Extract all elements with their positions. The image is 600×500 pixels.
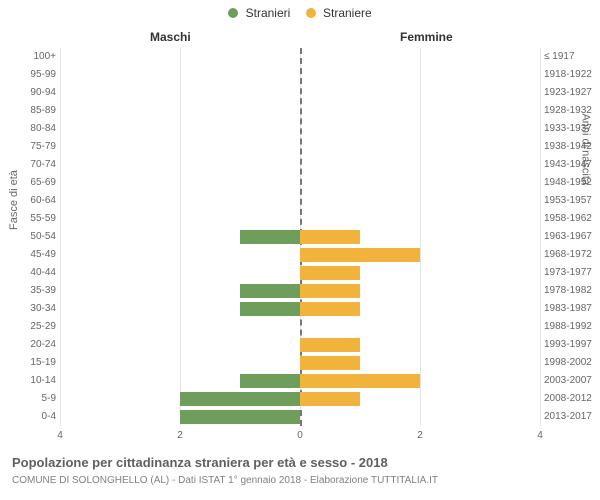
legend-item-male: Stranieri bbox=[228, 5, 290, 20]
bar-male bbox=[180, 392, 300, 406]
age-row: 40-441973-1977 bbox=[60, 264, 540, 282]
birth-year-label: 1923-1927 bbox=[544, 87, 598, 98]
bar-female bbox=[300, 356, 360, 370]
legend-item-female: Straniere bbox=[306, 5, 372, 20]
x-tick-label: 4 bbox=[537, 430, 543, 441]
birth-year-label: 1978-1982 bbox=[544, 285, 598, 296]
birth-year-label: 1928-1932 bbox=[544, 105, 598, 116]
gridline bbox=[540, 48, 541, 426]
age-label: 15-19 bbox=[20, 357, 56, 368]
birth-year-label: 2003-2007 bbox=[544, 375, 598, 386]
birth-year-label: 1938-1942 bbox=[544, 141, 598, 152]
birth-year-label: 1973-1977 bbox=[544, 267, 598, 278]
age-row: 75-791938-1942 bbox=[60, 138, 540, 156]
birth-year-label: 1988-1992 bbox=[544, 321, 598, 332]
birth-year-label: 1993-1997 bbox=[544, 339, 598, 350]
age-row: 70-741943-1947 bbox=[60, 156, 540, 174]
column-header-male: Maschi bbox=[150, 30, 191, 44]
age-label: 100+ bbox=[20, 51, 56, 62]
bar-male bbox=[240, 302, 300, 316]
age-row: 20-241993-1997 bbox=[60, 336, 540, 354]
bar-female bbox=[300, 392, 360, 406]
age-label: 35-39 bbox=[20, 285, 56, 296]
column-header-female: Femmine bbox=[400, 30, 453, 44]
age-row: 10-142003-2007 bbox=[60, 372, 540, 390]
age-label: 90-94 bbox=[20, 87, 56, 98]
age-label: 85-89 bbox=[20, 105, 56, 116]
birth-year-label: 1968-1972 bbox=[544, 249, 598, 260]
age-label: 60-64 bbox=[20, 195, 56, 206]
age-row: 80-841933-1937 bbox=[60, 120, 540, 138]
birth-year-label: 1918-1922 bbox=[544, 69, 598, 80]
birth-year-label: 1953-1957 bbox=[544, 195, 598, 206]
chart-title: Popolazione per cittadinanza straniera p… bbox=[12, 455, 388, 470]
age-label: 25-29 bbox=[20, 321, 56, 332]
bar-male bbox=[240, 230, 300, 244]
chart-subtitle: COMUNE DI SOLONGHELLO (AL) - Dati ISTAT … bbox=[12, 475, 438, 486]
birth-year-label: 1963-1967 bbox=[544, 231, 598, 242]
population-pyramid-chart: Stranieri Straniere Maschi Femmine Fasce… bbox=[0, 0, 600, 500]
age-label: 0-4 bbox=[20, 411, 56, 422]
age-label: 95-99 bbox=[20, 69, 56, 80]
bar-male bbox=[240, 374, 300, 388]
x-tick-label: 4 bbox=[57, 430, 63, 441]
birth-year-label: ≤ 1917 bbox=[544, 51, 598, 62]
bar-female bbox=[300, 266, 360, 280]
age-row: 85-891928-1932 bbox=[60, 102, 540, 120]
bar-male bbox=[240, 284, 300, 298]
age-row: 65-691948-1952 bbox=[60, 174, 540, 192]
age-row: 100+≤ 1917 bbox=[60, 48, 540, 66]
legend-label-male: Stranieri bbox=[246, 6, 291, 20]
bar-female bbox=[300, 248, 420, 262]
bar-female bbox=[300, 284, 360, 298]
birth-year-label: 2013-2017 bbox=[544, 411, 598, 422]
bar-female bbox=[300, 374, 420, 388]
legend: Stranieri Straniere bbox=[0, 5, 600, 20]
bar-female bbox=[300, 338, 360, 352]
bar-male bbox=[180, 410, 300, 424]
age-label: 10-14 bbox=[20, 375, 56, 386]
age-row: 95-991918-1922 bbox=[60, 66, 540, 84]
birth-year-label: 1943-1947 bbox=[544, 159, 598, 170]
x-tick-label: 2 bbox=[177, 430, 183, 441]
age-row: 45-491968-1972 bbox=[60, 246, 540, 264]
birth-year-label: 1983-1987 bbox=[544, 303, 598, 314]
birth-year-label: 1933-1937 bbox=[544, 123, 598, 134]
plot-area: 42024100+≤ 191795-991918-192290-941923-1… bbox=[60, 48, 540, 426]
age-row: 35-391978-1982 bbox=[60, 282, 540, 300]
legend-swatch-female bbox=[306, 8, 316, 18]
age-label: 75-79 bbox=[20, 141, 56, 152]
age-row: 25-291988-1992 bbox=[60, 318, 540, 336]
legend-swatch-male bbox=[228, 8, 238, 18]
bar-female bbox=[300, 302, 360, 316]
age-row: 90-941923-1927 bbox=[60, 84, 540, 102]
age-label: 70-74 bbox=[20, 159, 56, 170]
age-row: 30-341983-1987 bbox=[60, 300, 540, 318]
birth-year-label: 1948-1952 bbox=[544, 177, 598, 188]
age-row: 55-591958-1962 bbox=[60, 210, 540, 228]
age-row: 50-541963-1967 bbox=[60, 228, 540, 246]
age-label: 5-9 bbox=[20, 393, 56, 404]
age-label: 50-54 bbox=[20, 231, 56, 242]
y-axis-left-title: Fasce di età bbox=[8, 170, 20, 230]
x-tick-label: 0 bbox=[297, 430, 303, 441]
age-label: 40-44 bbox=[20, 267, 56, 278]
age-row: 60-641953-1957 bbox=[60, 192, 540, 210]
age-label: 30-34 bbox=[20, 303, 56, 314]
age-label: 55-59 bbox=[20, 213, 56, 224]
bar-female bbox=[300, 230, 360, 244]
birth-year-label: 1998-2002 bbox=[544, 357, 598, 368]
x-tick-label: 2 bbox=[417, 430, 423, 441]
age-row: 0-42013-2017 bbox=[60, 408, 540, 426]
age-label: 20-24 bbox=[20, 339, 56, 350]
age-label: 65-69 bbox=[20, 177, 56, 188]
birth-year-label: 2008-2012 bbox=[544, 393, 598, 404]
age-row: 5-92008-2012 bbox=[60, 390, 540, 408]
age-label: 45-49 bbox=[20, 249, 56, 260]
age-row: 15-191998-2002 bbox=[60, 354, 540, 372]
age-label: 80-84 bbox=[20, 123, 56, 134]
legend-label-female: Straniere bbox=[323, 6, 372, 20]
birth-year-label: 1958-1962 bbox=[544, 213, 598, 224]
